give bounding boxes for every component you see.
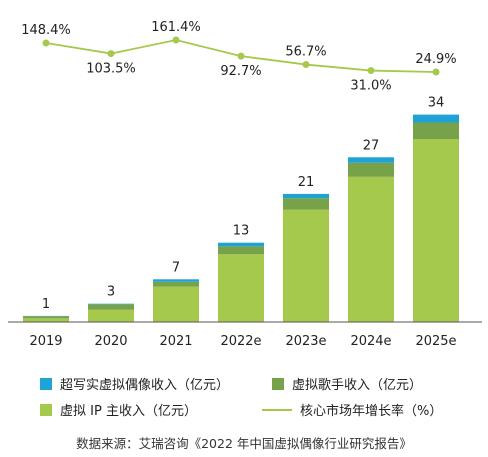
x-tick-2020: 2020	[94, 334, 127, 349]
total-label-2019: 1	[42, 297, 50, 312]
growth-label-2022e: 92.7%	[220, 64, 261, 79]
x-tick-2019: 2019	[29, 334, 62, 349]
x-tick-2024e: 2024e	[350, 334, 391, 349]
x-tick-2022e: 2022e	[220, 334, 261, 349]
x-tick-2025e: 2025e	[415, 334, 456, 349]
bar-singer-2022e	[218, 246, 264, 255]
bar-singer-2023e	[283, 198, 329, 210]
growth-label-2023e: 56.7%	[285, 45, 326, 60]
total-label-2022e: 13	[233, 224, 250, 239]
total-label-2024e: 27	[363, 138, 380, 153]
legend-swatch-ip	[40, 403, 52, 416]
growth-point-2023e	[302, 61, 310, 69]
bar-singer-2019	[23, 316, 69, 319]
bar-ip-2019	[23, 318, 69, 322]
bar-singer-2020	[88, 304, 134, 310]
growth-point-2020	[107, 50, 115, 58]
bar-ip-2024e	[348, 176, 394, 322]
growth-label-2025e: 24.9%	[415, 52, 456, 67]
total-label-2025e: 34	[428, 96, 445, 111]
bar-ip-2022e	[218, 254, 264, 322]
x-tick-2021: 2021	[159, 334, 192, 349]
x-tick-2023e: 2023e	[285, 334, 326, 349]
legend-label-growth: 核心市场年增长率（%）	[300, 404, 443, 419]
growth-label-2019: 148.4%	[21, 23, 71, 38]
legend-label-singer: 虚拟歌手收入（亿元）	[292, 378, 423, 393]
growth-point-2021	[172, 36, 180, 44]
x-tick-labels: 2019 2020 2021 2022e 2023e 2024e 2025e	[29, 334, 456, 349]
bar-ip-2025e	[413, 139, 459, 322]
growth-point-2024e	[367, 67, 375, 75]
bar-photoreal-2025e	[413, 114, 459, 123]
growth-label-2024e: 31.0%	[350, 79, 391, 94]
bar-ip-2021	[153, 286, 199, 322]
bar-ip-2023e	[283, 209, 329, 322]
legend-item-growth: 核心市场年增长率（%）	[262, 400, 442, 419]
source-note: 数据来源：艾瑞咨询《2022 年中国虚拟偶像行业研究报告》	[76, 436, 412, 451]
total-label-2021: 7	[172, 260, 180, 275]
bar-ip-2020	[88, 309, 134, 322]
bar-singer-2024e	[348, 162, 394, 177]
legend-label-photoreal: 超写实虚拟偶像收入（亿元）	[60, 378, 230, 393]
growth-label-2020: 103.5%	[86, 62, 136, 77]
bar-photoreal-2023e	[283, 193, 329, 199]
bar-photoreal-2020	[88, 303, 134, 305]
bar-singer-2021	[153, 281, 199, 287]
legend-swatch-singer	[272, 377, 284, 390]
legend-swatch-growth	[262, 408, 292, 411]
legend-item-photoreal: 超写实虚拟偶像收入（亿元）	[40, 374, 229, 393]
bar-photoreal-2024e	[348, 157, 394, 163]
growth-point-2022e	[237, 52, 245, 60]
growth-point-2025e	[432, 68, 440, 76]
legend-item-ip: 虚拟 IP 主收入（亿元）	[40, 400, 197, 419]
growth-point-2019	[42, 39, 50, 47]
bar-photoreal-2022e	[218, 242, 264, 247]
bar-singer-2025e	[413, 122, 459, 139]
growth-label-2021: 161.4%	[151, 20, 201, 35]
bar-photoreal-2021	[153, 279, 199, 282]
growth-line-layer: 148.4% 103.5% 161.4% 92.7% 56.7% 31.0% 24.9%	[21, 20, 456, 94]
legend-label-ip: 虚拟 IP 主收入（亿元）	[60, 404, 197, 419]
legend-swatch-photoreal	[40, 377, 52, 390]
legend-item-singer: 虚拟歌手收入（亿元）	[272, 374, 422, 393]
total-label-2020: 3	[107, 285, 115, 300]
total-label-2023e: 21	[298, 175, 315, 190]
